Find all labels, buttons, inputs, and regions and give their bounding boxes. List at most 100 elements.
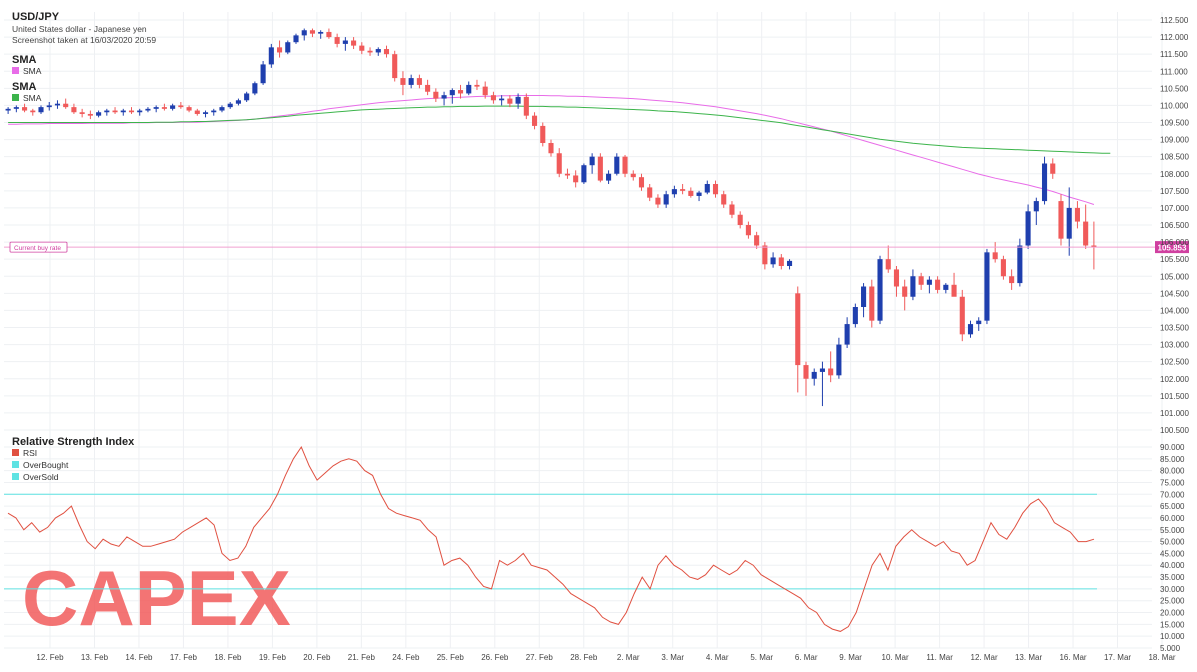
candle bbox=[795, 286, 801, 393]
sma1-legend-label[interactable]: SMA bbox=[23, 66, 42, 76]
date-tick-label: 17. Mar bbox=[1104, 653, 1131, 662]
candle-body bbox=[293, 35, 299, 43]
candle-body bbox=[902, 286, 908, 297]
candle-body bbox=[309, 30, 316, 34]
candle bbox=[819, 361, 825, 407]
candle-body bbox=[466, 84, 472, 94]
sma-lines bbox=[8, 95, 1111, 205]
candle bbox=[861, 283, 867, 318]
candle bbox=[564, 168, 571, 179]
candle-body bbox=[202, 112, 209, 114]
candle bbox=[1000, 255, 1006, 280]
candle bbox=[433, 88, 439, 102]
candle bbox=[482, 81, 488, 99]
candle-body bbox=[416, 78, 422, 85]
candle-body bbox=[244, 93, 250, 101]
date-tick-label: 5. Mar bbox=[750, 653, 773, 662]
candle-body bbox=[145, 108, 151, 111]
date-tick-label: 10. Mar bbox=[882, 653, 909, 662]
overbought-legend-label[interactable]: OverBought bbox=[23, 460, 69, 470]
date-tick-label: 28. Feb bbox=[570, 653, 598, 662]
candle bbox=[359, 42, 365, 55]
candle bbox=[655, 194, 661, 208]
candle bbox=[935, 276, 941, 294]
candle bbox=[663, 190, 669, 208]
date-tick-label: 12. Feb bbox=[36, 653, 64, 662]
candle-body bbox=[318, 31, 324, 34]
candle-body bbox=[499, 98, 505, 101]
candle bbox=[38, 105, 44, 114]
candle-body bbox=[614, 156, 620, 174]
rsi-tick-label: 55.000 bbox=[1160, 526, 1185, 535]
candle bbox=[449, 88, 455, 104]
date-tick-label: 26. Feb bbox=[481, 653, 509, 662]
candle bbox=[778, 254, 784, 270]
candle bbox=[1009, 269, 1015, 290]
rsi-tick-label: 90.000 bbox=[1160, 443, 1185, 452]
current-buy-rate: Current buy rate 105.853 bbox=[4, 241, 1189, 254]
rsi-tick-label: 45.000 bbox=[1160, 549, 1185, 558]
candle-body bbox=[935, 279, 941, 290]
price-tick-label: 106.000 bbox=[1160, 238, 1189, 247]
candle bbox=[745, 221, 751, 239]
rsi-tick-label: 75.000 bbox=[1160, 478, 1185, 487]
candle-body bbox=[745, 225, 751, 236]
candle bbox=[540, 122, 546, 147]
price-tick-label: 111.000 bbox=[1160, 67, 1188, 76]
sma2-legend-label[interactable]: SMA bbox=[23, 93, 42, 103]
candle bbox=[425, 79, 431, 96]
candle bbox=[1025, 204, 1031, 249]
price-tick-label: 104.000 bbox=[1160, 306, 1189, 315]
candle bbox=[786, 259, 793, 270]
candle bbox=[170, 103, 176, 111]
candle bbox=[869, 279, 875, 328]
rsi-line-group bbox=[7, 445, 1095, 632]
candle bbox=[992, 242, 998, 263]
price-tick-label: 102.500 bbox=[1160, 358, 1189, 367]
candle bbox=[737, 211, 743, 229]
candle-body bbox=[252, 83, 258, 94]
candle bbox=[1083, 204, 1089, 249]
candle-body bbox=[852, 307, 858, 325]
candle-body bbox=[161, 107, 167, 109]
candle bbox=[885, 245, 891, 273]
candle-body bbox=[219, 107, 225, 111]
candle bbox=[976, 317, 982, 331]
date-tick-label: 21. Feb bbox=[348, 653, 376, 662]
candle bbox=[893, 266, 900, 297]
candle bbox=[79, 108, 85, 118]
rsi-tick-label: 30.000 bbox=[1160, 585, 1185, 594]
candle-body bbox=[663, 194, 669, 205]
candle-body bbox=[910, 276, 916, 297]
candle bbox=[754, 231, 760, 249]
candle-body bbox=[170, 105, 176, 109]
candle-body bbox=[38, 107, 44, 113]
candle-body bbox=[211, 110, 217, 113]
candle-body bbox=[260, 64, 266, 84]
rsi-legend-label[interactable]: RSI bbox=[23, 448, 37, 458]
candle-body bbox=[507, 98, 513, 104]
candle bbox=[647, 184, 653, 202]
price-tick-label: 104.500 bbox=[1160, 289, 1189, 298]
candle bbox=[573, 170, 579, 188]
rsi-tick-label: 15.000 bbox=[1160, 620, 1185, 629]
candle bbox=[178, 102, 184, 109]
candle bbox=[606, 170, 612, 184]
candle bbox=[507, 95, 513, 108]
candle bbox=[87, 110, 93, 120]
candle-body bbox=[22, 107, 28, 111]
candle-body bbox=[137, 110, 143, 113]
candle-body bbox=[120, 110, 126, 113]
candle-body bbox=[1074, 207, 1080, 222]
candle bbox=[408, 74, 414, 89]
candle-body bbox=[1025, 211, 1031, 246]
candle bbox=[318, 30, 324, 39]
candle-body bbox=[457, 90, 464, 94]
candle bbox=[523, 93, 529, 120]
date-tick-label: 2. Mar bbox=[617, 653, 640, 662]
rsi-levels bbox=[4, 493, 1097, 590]
oversold-legend-label[interactable]: OverSold bbox=[23, 472, 59, 482]
price-tick-label: 110.500 bbox=[1160, 84, 1189, 93]
candle-body bbox=[696, 192, 702, 196]
